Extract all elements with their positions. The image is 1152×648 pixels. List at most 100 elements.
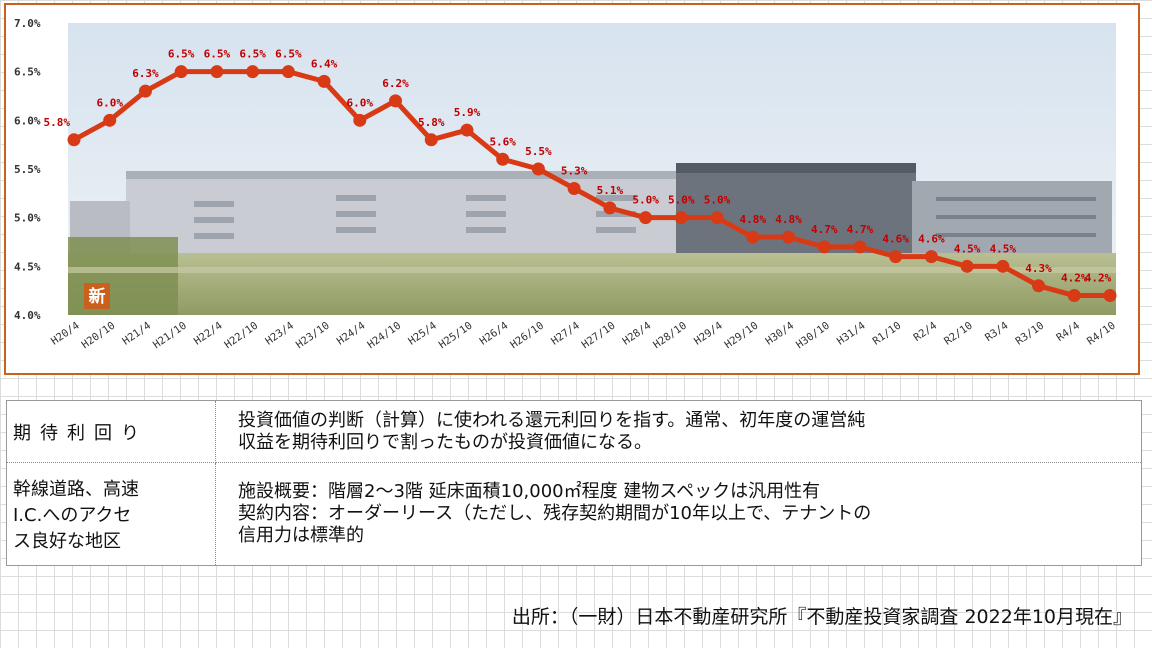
data-label: 6.5% (204, 48, 231, 61)
data-label: 4.7% (847, 223, 874, 236)
x-tick-label: R2/10 (942, 320, 975, 348)
data-label: 6.5% (239, 48, 266, 61)
x-tick-label: R2/4 (911, 320, 939, 344)
x-tick-label: R3/4 (983, 320, 1011, 344)
x-tick-label: H26/4 (478, 320, 511, 348)
data-point (210, 65, 224, 79)
y-tick-label: 5.5% (14, 163, 41, 176)
warehouse-photo-backdrop (68, 23, 1116, 315)
x-tick-label: H23/10 (294, 320, 332, 352)
data-point (960, 259, 974, 273)
data-point (996, 259, 1010, 273)
data-point (353, 113, 367, 127)
x-tick-label: H31/4 (835, 320, 868, 348)
y-tick-label: 6.5% (14, 66, 41, 79)
data-point (1103, 289, 1117, 303)
y-tick-label: 5.0% (14, 212, 41, 225)
x-tick-label: H20/4 (49, 320, 82, 348)
data-labels: 5.8% 6.0% 6.3% 6.5% 6.5% 6.5% 6.5% 6.4% 6.0% 6.2%… (44, 48, 1112, 285)
data-point (746, 230, 760, 244)
y-tick-label: 4.0% (14, 309, 41, 322)
table-row: 期待利回り 投資価値の判断（計算）に使われる還元利回りを指す。通常、初年度の運営… (6, 399, 1142, 464)
data-label: 5.0% (668, 194, 695, 207)
x-tick-label: H27/4 (549, 320, 582, 348)
data-point (710, 211, 724, 225)
data-point (639, 211, 653, 225)
x-tick-label: H24/4 (335, 320, 368, 348)
data-label: 5.0% (704, 194, 731, 207)
row-description-expected-yield: 投資価値の判断（計算）に使われる還元利回りを指す。通常、初年度の運営純 収益を期… (215, 399, 1142, 464)
x-tick-label: H27/10 (580, 320, 618, 352)
data-point (496, 152, 510, 166)
data-label: 6.5% (275, 48, 302, 61)
data-label: 6.5% (168, 48, 195, 61)
data-point (924, 250, 938, 264)
row-header-area: 幹線道路、高速 I.C.へのアクセ ス良好な地区 (6, 462, 216, 566)
data-point (1032, 279, 1046, 293)
data-label: 5.0% (632, 194, 659, 207)
chart-frame: 7.0% 6.5% 6.0% 5.5% 5.0% 4.5% 4.0% H20/4 H20/10… (4, 3, 1140, 375)
row-description-area: 施設概要：階層2～3階 延床面積10,000㎡程度 建物スペックは汎用性有 契約… (215, 462, 1142, 566)
data-point (67, 133, 81, 147)
x-tick-label: H22/4 (192, 320, 225, 348)
data-label: 6.0% (347, 96, 374, 109)
data-label: 5.8% (418, 116, 445, 129)
y-tick-label: 4.5% (14, 260, 41, 273)
data-label: 4.7% (811, 223, 838, 236)
data-point (889, 250, 903, 264)
description-line: 投資価値の判断（計算）に使われる還元利回りを指す。通常、初年度の運営純 (238, 409, 866, 431)
new-badge: 新 (84, 283, 110, 309)
data-point (781, 230, 795, 244)
data-point (424, 133, 438, 147)
x-tick-label: H26/10 (508, 320, 546, 352)
data-point (246, 65, 260, 79)
data-point (674, 211, 688, 225)
data-point (531, 162, 545, 176)
data-point (389, 94, 403, 108)
y-tick-label: 6.0% (14, 114, 41, 127)
data-label: 6.2% (382, 77, 409, 90)
data-label: 4.5% (954, 242, 981, 255)
data-label: 4.2% (1085, 272, 1112, 285)
x-tick-label: H29/4 (692, 320, 725, 348)
data-label: 6.4% (311, 57, 338, 70)
data-label: 5.9% (454, 106, 481, 119)
header-line: ス良好な地区 (13, 531, 121, 553)
data-label: 5.5% (525, 145, 552, 158)
data-point (460, 123, 474, 137)
series-line (67, 65, 1117, 303)
definition-table: 期待利回り 投資価値の判断（計算）に使われる還元利回りを指す。通常、初年度の運営… (6, 399, 1142, 566)
x-tick-label: H25/10 (437, 320, 475, 352)
x-tick-label: R4/4 (1054, 320, 1082, 344)
header-line: 幹線道路、高速 (13, 479, 139, 501)
data-label: 6.3% (132, 67, 159, 80)
source-note: 出所：（一財）日本不動産研究所『不動産投資家調査 2022年10月現在』 (511, 606, 1132, 628)
line-chart: 7.0% 6.5% 6.0% 5.5% 5.0% 4.5% 4.0% H20/4H20/10… (14, 17, 1118, 352)
data-label: 5.1% (597, 184, 624, 197)
x-tick-label: H29/10 (723, 320, 761, 352)
data-label: 4.3% (1025, 262, 1052, 275)
data-label: 4.8% (740, 213, 767, 226)
x-tick-label: H25/4 (406, 320, 439, 348)
x-tick-label: H21/10 (151, 320, 189, 352)
data-label: 5.8% (44, 116, 71, 129)
data-label: 4.8% (775, 213, 802, 226)
x-tick-label: H21/4 (120, 320, 153, 348)
description-line: 契約内容：オーダーリース（ただし、残存契約期間が10年以上で、テナントの (238, 503, 872, 525)
y-tick-label: 7.0% (14, 17, 41, 30)
data-point (281, 65, 295, 79)
data-label: 4.2% (1061, 272, 1088, 285)
data-point (174, 65, 188, 79)
data-label: 4.6% (882, 233, 909, 246)
x-tick-label: H30/4 (763, 320, 796, 348)
x-tick-label: H28/4 (621, 320, 654, 348)
data-point (1067, 289, 1081, 303)
data-label: 5.3% (561, 164, 588, 177)
x-tick-label: H30/10 (794, 320, 832, 352)
data-point (317, 74, 331, 88)
data-point (103, 113, 117, 127)
new-badge-text: 新 (89, 286, 106, 307)
data-point (853, 240, 867, 254)
x-tick-label: H23/4 (263, 320, 296, 348)
